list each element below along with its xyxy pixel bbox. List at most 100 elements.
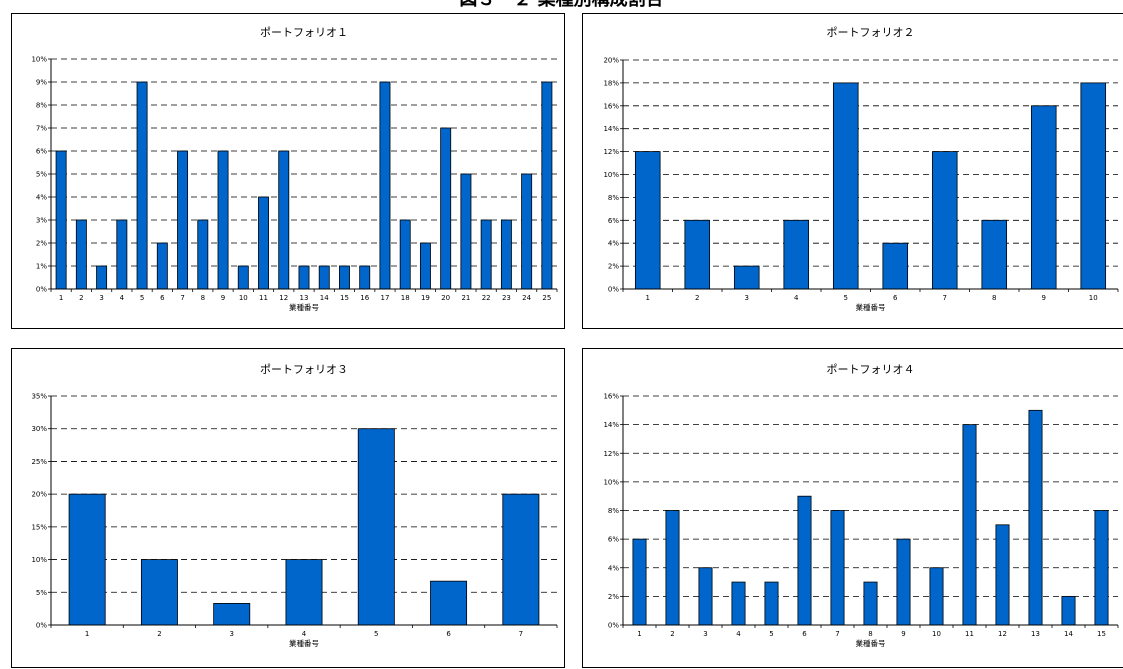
chart-panel-portfolio-2: ポートフォリオ２ 0% 2% 4% 6% 8% 10% 12% 14% 16% 18% 20% 1 2 3 4… xyxy=(582,13,1123,329)
x-tick-label: 3 xyxy=(229,630,233,638)
y-tick-label: 2% xyxy=(608,263,619,271)
x-tick-label: 21 xyxy=(461,294,470,302)
y-tick-label: 1% xyxy=(36,263,47,271)
y-tick-label: 0% xyxy=(608,622,619,630)
x-tick-label: 13 xyxy=(1031,630,1040,638)
bar-13 xyxy=(298,265,310,290)
x-tick-label: 15 xyxy=(1097,630,1106,638)
bar-10 xyxy=(237,265,249,290)
x-tick-label: 12 xyxy=(279,294,288,302)
bar-1 xyxy=(68,493,106,626)
chart-title: ポートフォリオ２ xyxy=(827,26,915,39)
bar-15 xyxy=(339,265,350,290)
x-tick-label: 6 xyxy=(802,630,807,638)
bar-7 xyxy=(177,150,189,290)
y-tick-label: 4% xyxy=(36,194,47,202)
bar-8 xyxy=(863,581,878,626)
bar-16 xyxy=(359,265,371,290)
figure-title: 図３－２ 業種別構成割合 xyxy=(0,0,1123,10)
x-tick-label: 6 xyxy=(446,630,451,638)
x-tick-label: 2 xyxy=(695,294,699,302)
y-tick-label: 3% xyxy=(36,217,47,225)
chart-title: ポートフォリオ４ xyxy=(827,363,915,376)
y-tick-label: 2% xyxy=(608,593,619,601)
y-tick-label: 0% xyxy=(36,286,47,294)
x-tick-label: 5 xyxy=(769,630,773,638)
x-tick-label: 11 xyxy=(965,630,974,638)
x-tick-label: 6 xyxy=(160,294,165,302)
x-tick-label: 7 xyxy=(519,630,523,638)
x-tick-label: 10 xyxy=(1089,294,1098,302)
bar-11 xyxy=(258,196,269,290)
bar-19 xyxy=(419,242,431,290)
x-tick-label: 10 xyxy=(932,630,941,638)
bar-7 xyxy=(931,151,958,290)
x-tick-label: 4 xyxy=(736,630,741,638)
x-axis-title: 業種番号 xyxy=(856,302,886,312)
x-tick-label: 3 xyxy=(99,294,103,302)
bar-23 xyxy=(500,219,512,290)
y-tick-label: 35% xyxy=(31,393,47,401)
bar-2 xyxy=(75,219,87,290)
x-tick-label: 15 xyxy=(340,294,349,302)
x-tick-label: 5 xyxy=(140,294,144,302)
x-tick-label: 8 xyxy=(992,294,996,302)
bar-4 xyxy=(783,219,810,290)
bar-12 xyxy=(995,524,1010,626)
bar-4 xyxy=(731,581,746,626)
x-tick-label: 1 xyxy=(59,294,63,302)
bar-4 xyxy=(116,219,128,290)
bar-9 xyxy=(217,150,229,290)
y-tick-label: 2% xyxy=(36,240,47,248)
chart-panel-portfolio-1: ポートフォリオ１ 0% 1% 2% 3% 4% 5% 6% 7% 8% 9% 10% 1 2 3 4 5 6 7 8 9… xyxy=(11,13,565,329)
y-tick-label: 5% xyxy=(36,589,47,597)
bar-14 xyxy=(1061,595,1076,626)
bar-14 xyxy=(318,265,330,290)
x-tick-label: 9 xyxy=(221,294,225,302)
y-tick-label: 0% xyxy=(608,286,619,294)
bar-3 xyxy=(213,603,251,626)
x-tick-label: 8 xyxy=(868,630,872,638)
y-tick-label: 9% xyxy=(36,79,47,87)
bar-8 xyxy=(981,219,1008,290)
bar-5 xyxy=(357,428,395,626)
x-tick-label: 4 xyxy=(794,294,799,302)
bar-22 xyxy=(480,219,492,290)
bar-15 xyxy=(1094,510,1109,626)
x-tick-label: 17 xyxy=(380,294,389,302)
bar-7 xyxy=(830,510,845,626)
bar-chart-portfolio-3: ポートフォリオ３ 0% 5% 10% 15% 20% 25% 30% 35% 1 2 3 4 5 6 7 業種番… xyxy=(31,363,558,648)
bar-10 xyxy=(1080,82,1107,290)
x-tick-label: 25 xyxy=(542,294,551,302)
x-tick-label: 10 xyxy=(239,294,248,302)
y-tick-label: 10% xyxy=(31,556,47,564)
x-tick-label: 1 xyxy=(85,630,89,638)
x-tick-label: 20 xyxy=(441,294,450,302)
bar-3 xyxy=(96,265,108,290)
x-tick-label: 24 xyxy=(522,294,531,302)
bar-9 xyxy=(896,538,911,626)
x-tick-label: 4 xyxy=(302,630,307,638)
x-tick-label: 7 xyxy=(835,630,839,638)
y-tick-label: 5% xyxy=(36,171,47,179)
bar-5 xyxy=(136,81,148,290)
y-tick-label: 12% xyxy=(603,450,619,458)
bar-11 xyxy=(962,424,977,626)
bar-9 xyxy=(1030,105,1057,290)
bar-6 xyxy=(882,242,909,290)
x-tick-label: 18 xyxy=(401,294,410,302)
x-axis-title: 業種番号 xyxy=(856,638,886,648)
bar-10 xyxy=(929,567,944,626)
y-tick-label: 30% xyxy=(31,425,47,433)
bar-1 xyxy=(634,151,661,290)
x-tick-label: 7 xyxy=(943,294,947,302)
x-tick-label: 1 xyxy=(637,630,641,638)
x-tick-label: 11 xyxy=(259,294,268,302)
bar-3 xyxy=(698,567,713,626)
bar-3 xyxy=(733,265,760,290)
y-tick-label: 8% xyxy=(36,102,47,110)
y-tick-label: 20% xyxy=(31,491,47,499)
y-tick-label: 0% xyxy=(36,622,47,630)
